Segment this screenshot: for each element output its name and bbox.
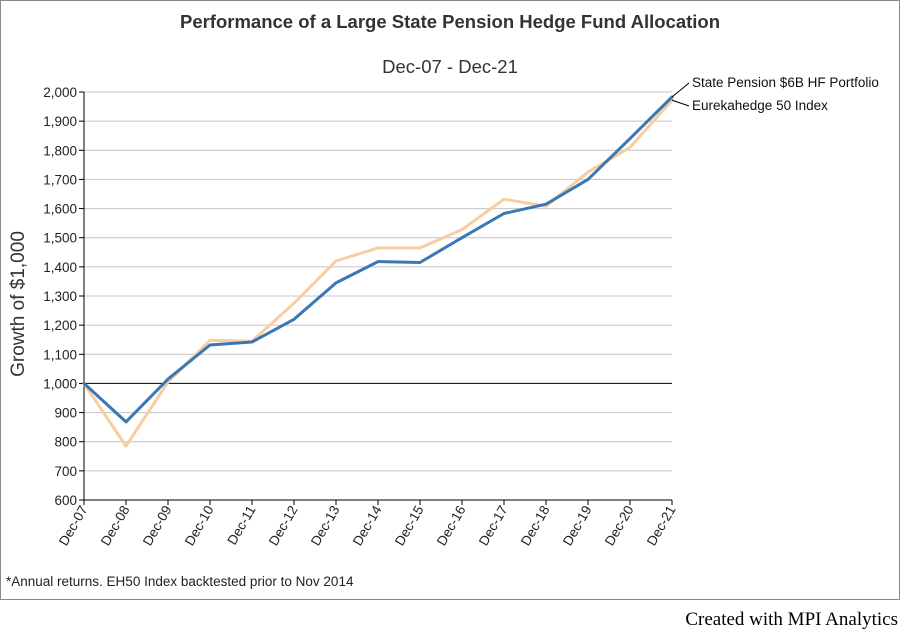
legend-leader-line <box>671 99 690 107</box>
x-tick-label: Dec-10 <box>182 503 217 548</box>
x-tick-label: Dec-19 <box>560 503 595 548</box>
x-axis-ticks: Dec-07 Dec-08 Dec-09 Dec-10 Dec-11 Dec-12 Dec-… <box>56 500 679 548</box>
y-tick-label: 800 <box>54 435 77 450</box>
y-tick-label: 1,600 <box>43 202 77 217</box>
x-tick-label: Dec-07 <box>56 503 91 548</box>
y-tick-label: 2,000 <box>43 85 77 100</box>
x-tick-label: Dec-20 <box>602 503 637 548</box>
y-tick-label: 1,700 <box>43 172 77 187</box>
x-tick-label: Dec-16 <box>434 503 469 548</box>
x-tick-label: Dec-14 <box>350 503 385 549</box>
legend-leader-line <box>671 82 690 98</box>
y-tick-label: 700 <box>54 464 77 479</box>
chart-footnote: *Annual returns. EH50 Index backtested p… <box>6 574 354 589</box>
y-tick-label: 1,000 <box>43 376 77 391</box>
y-axis-ticks: 600 700 800 900 1,000 1,100 1,200 1,300 1,400 1,5… <box>43 85 84 508</box>
chart-title: Performance of a Large State Pension Hed… <box>180 11 720 32</box>
x-tick-label: Dec-11 <box>224 503 258 547</box>
series-line-eurekahedge <box>82 98 674 448</box>
x-tick-label: Dec-09 <box>140 503 175 548</box>
y-tick-label: 1,200 <box>43 318 77 333</box>
x-tick-label: Dec-17 <box>476 503 511 548</box>
x-tick-label: Dec-13 <box>308 503 343 548</box>
y-tick-label: 1,400 <box>43 260 77 275</box>
credit-label: Created with MPI Analytics <box>685 609 898 630</box>
y-tick-label: 900 <box>54 406 77 421</box>
y-tick-label: 1,300 <box>43 289 77 304</box>
series-lines <box>82 95 674 448</box>
legend-label: Eurekahedge 50 Index <box>692 98 828 113</box>
y-tick-label: 1,100 <box>43 347 77 362</box>
y-tick-label: 600 <box>54 493 77 508</box>
x-tick-label: Dec-08 <box>98 503 133 548</box>
y-axis-label: Growth of $1,000 <box>8 231 29 377</box>
gridlines <box>84 91 672 472</box>
x-tick-label: Dec-21 <box>644 503 679 548</box>
legend-label: State Pension $6B HF Portfolio <box>692 75 879 90</box>
x-tick-label: Dec-18 <box>518 503 553 548</box>
legend: State Pension $6B HF Portfolio Eurekahedg… <box>671 75 879 113</box>
x-tick-label: Dec-12 <box>266 503 301 548</box>
series-line-state-pension <box>82 95 674 424</box>
y-tick-label: 1,800 <box>43 143 77 158</box>
y-tick-label: 1,900 <box>43 114 77 129</box>
x-tick-label: Dec-15 <box>392 503 427 548</box>
chart-subtitle: Dec-07 - Dec-21 <box>382 56 518 77</box>
performance-chart: Performance of a Large State Pension Hed… <box>6 11 879 589</box>
y-tick-label: 1,500 <box>43 231 77 246</box>
